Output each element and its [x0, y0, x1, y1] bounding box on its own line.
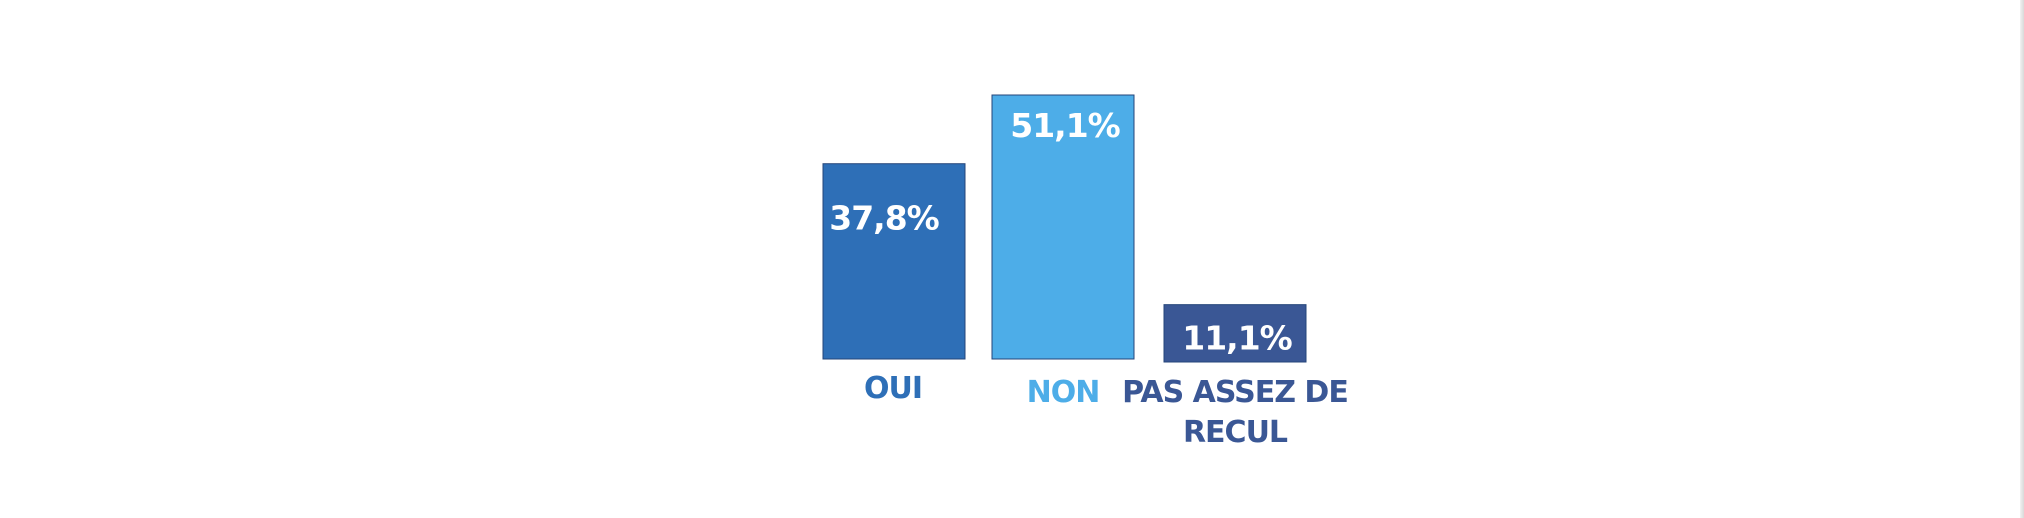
bar-pas-assez-de-recul	[1163, 304, 1307, 363]
bar-non	[991, 94, 1135, 360]
data-label: 11,1%	[1182, 319, 1292, 358]
category-label: OUI	[864, 371, 922, 406]
data-label: 37,8%	[829, 199, 939, 238]
category-label: NON	[1027, 375, 1100, 410]
category-label: PAS ASSEZ DE	[1122, 375, 1348, 410]
category-label: RECUL	[1183, 415, 1288, 450]
data-label: 51,1%	[1010, 106, 1120, 145]
page-edge	[2020, 0, 2024, 518]
bar-oui	[822, 163, 966, 360]
